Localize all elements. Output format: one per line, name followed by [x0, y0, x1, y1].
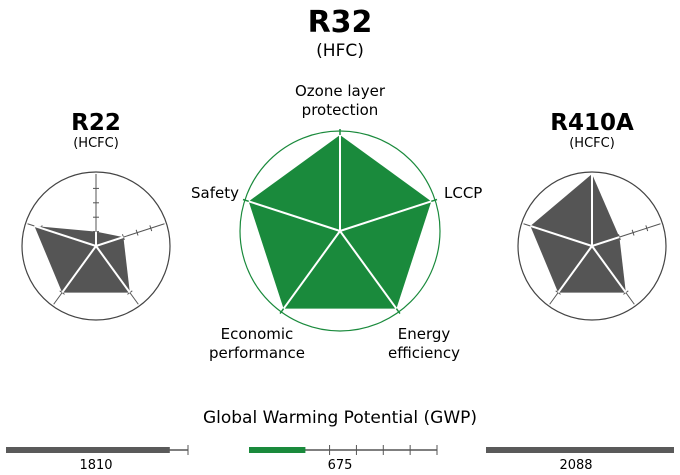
axis-label-energy-text: Energy efficiency: [387, 325, 461, 362]
radar-tick-r410a: [631, 229, 635, 236]
r22-subtitle: (HCFC): [73, 136, 119, 151]
axis-label-ozone: Ozone layer protection: [295, 82, 385, 120]
radar-tick-r22: [135, 229, 139, 236]
radar-spoke-r22-2: [95, 245, 131, 294]
axis-label-energy: Energy efficiency: [388, 325, 460, 363]
axis-label-ozone-text: Ozone layer protection: [295, 82, 385, 119]
axis-label-economic-text: Economic performance: [208, 325, 306, 362]
radar-spoke-r32-2: [339, 230, 398, 310]
radar-spoke-r32-3: [282, 230, 341, 310]
radar-r32: [239, 129, 441, 332]
gwp-value-r410a: 2088: [559, 458, 593, 473]
gwp-fill-r22: [6, 447, 170, 453]
axis-label-lccp: LCCP: [444, 184, 483, 202]
radar-spoke-r22-1: [95, 236, 124, 247]
radar-vertex-mark-r32-3: [279, 308, 285, 314]
radar-circle-r22: [21, 171, 171, 321]
r410a-title: R410A: [550, 110, 634, 136]
radar-tick-r22: [149, 225, 153, 232]
radar-spoke-r410a-4: [530, 225, 593, 247]
gwp-value-r22: 1810: [79, 458, 113, 473]
radar-spoke-r410a-3: [557, 245, 593, 294]
radar-spoke-r32-4: [248, 200, 341, 232]
r32-title: R32: [307, 5, 373, 40]
radar-spoke-r32-1: [339, 200, 432, 232]
radar-r410a: [517, 171, 667, 321]
axis-label-safety: Safety: [191, 184, 239, 202]
r410a-subtitle: (HCFC): [569, 136, 615, 151]
gwp-value-r32: 675: [327, 458, 353, 473]
r32-subtitle: (HFC): [316, 41, 364, 61]
radar-vertex-mark-r32-4: [242, 198, 249, 203]
radar-tick-r410a: [645, 225, 649, 232]
gwp-title: Global Warming Potential (GWP): [202, 408, 478, 428]
r22-title: R22: [71, 110, 121, 136]
axis-label-economic: Economic performance: [209, 325, 305, 363]
radar-area-r410a: [530, 174, 626, 293]
radar-spoke-r410a-1: [591, 236, 620, 247]
gwp-fill-r32: [249, 447, 306, 453]
radar-vertex-mark-r32-1: [431, 198, 438, 203]
radar-spoke-r410a-2: [591, 245, 627, 294]
radar-circle-r410a: [517, 171, 667, 321]
gwp-fill-r410a: [486, 447, 674, 453]
radar-vertex-mark-r32-2: [395, 308, 401, 314]
radar-r22: [21, 171, 171, 321]
radar-spoke-r22-4: [34, 225, 97, 247]
radar-spoke-r22-3: [61, 245, 97, 294]
